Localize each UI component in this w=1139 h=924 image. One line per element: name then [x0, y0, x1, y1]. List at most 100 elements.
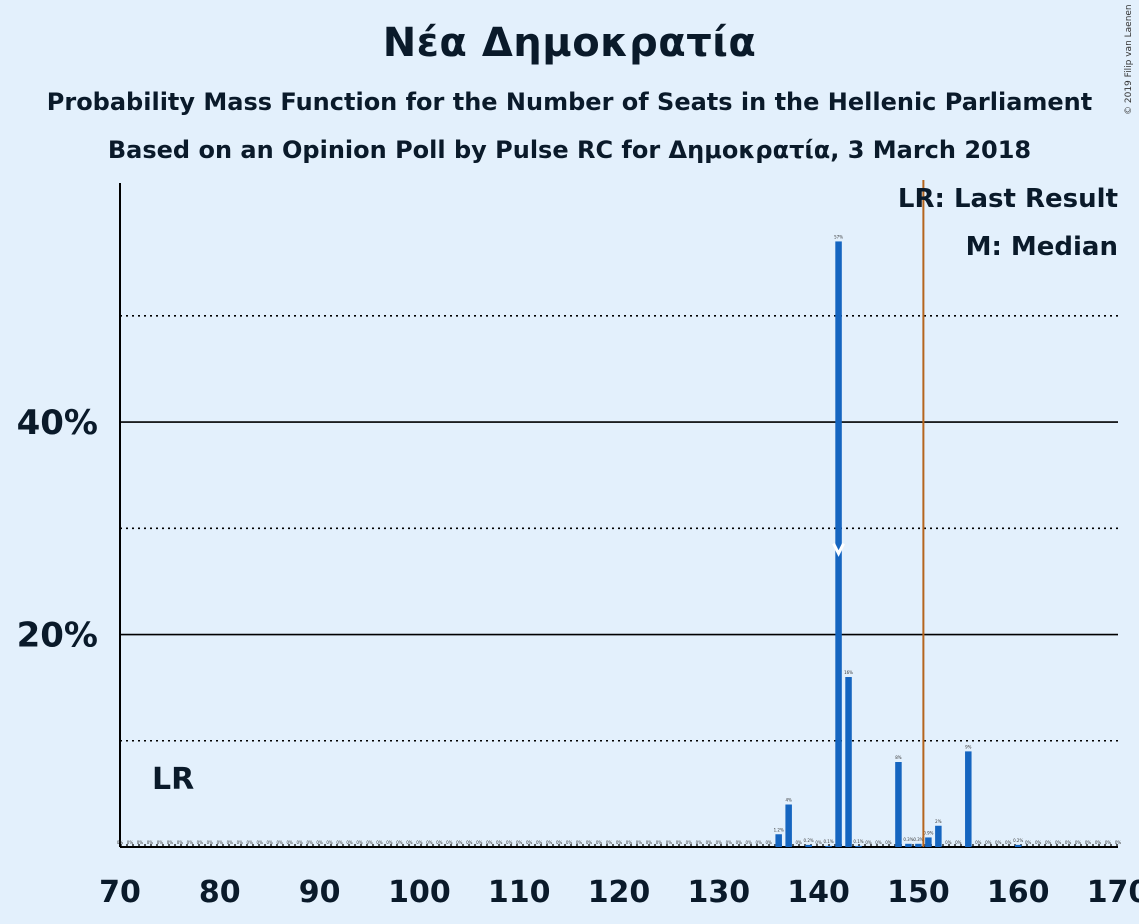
bar-value-label: 0.1% [823, 839, 833, 844]
bar-value-label: 0% [227, 840, 234, 845]
bar-value-label: 0% [436, 840, 443, 845]
bar-value-label: 0% [556, 840, 563, 845]
bar-value-label: 0% [995, 840, 1002, 845]
x-tick-label: 80 [199, 875, 241, 910]
bar-value-label: 0% [975, 840, 982, 845]
bar-value-label: 0.9% [923, 830, 933, 835]
legend-median: M: Median [965, 232, 1118, 262]
bar-value-label: 0% [257, 840, 264, 845]
bar-value-label: 0% [696, 840, 703, 845]
bar-value-label: 0% [496, 840, 503, 845]
y-tick-label: 40% [17, 403, 98, 443]
bar-value-label: 0% [456, 840, 463, 845]
bar-value-label: 0% [1025, 840, 1032, 845]
bar [835, 241, 842, 847]
bar [925, 837, 932, 847]
bar [785, 804, 792, 847]
bar-value-label: 0% [686, 840, 693, 845]
bar-value-label: 0% [127, 840, 134, 845]
bar-value-label: 0% [795, 840, 802, 845]
x-tick-label: 110 [488, 875, 551, 910]
x-tick-label: 160 [987, 875, 1050, 910]
bar-value-label: 57% [834, 234, 843, 239]
bar-value-label: 0% [706, 840, 713, 845]
bar [845, 677, 852, 847]
bar-value-label: 0.3% [903, 837, 913, 842]
bar-value-label: 0% [526, 840, 533, 845]
bar-value-label: 0% [1005, 840, 1012, 845]
bar-value-label: 0% [167, 840, 174, 845]
bar-value-label: 0% [955, 840, 962, 845]
bar-value-label: 0% [945, 840, 952, 845]
bar-value-label: 0% [1045, 840, 1052, 845]
bar-value-label: 0% [486, 840, 493, 845]
bar [905, 843, 912, 847]
x-tick-label: 70 [99, 875, 141, 910]
bar-value-label: 0% [277, 840, 284, 845]
x-tick-label: 140 [787, 875, 850, 910]
bar-value-label: 0% [636, 840, 643, 845]
bar-value-label: 0% [815, 840, 822, 845]
bar-value-label: 0% [736, 840, 743, 845]
bar-value-label: 0% [326, 840, 333, 845]
bar-value-label: 16% [844, 670, 853, 675]
bar-value-label: 0% [865, 840, 872, 845]
bar-value-label: 8% [895, 755, 902, 760]
bar-value-label: 0% [885, 840, 892, 845]
bar-value-label: 0% [466, 840, 473, 845]
bar-value-label: 0% [177, 840, 184, 845]
bar-value-label: 0% [576, 840, 583, 845]
bar-value-label: 0% [566, 840, 573, 845]
bar-value-label: 0% [676, 840, 683, 845]
bar-value-label: 0% [1065, 840, 1072, 845]
bar-value-label: 0% [197, 840, 204, 845]
bar-value-label: 0% [376, 840, 383, 845]
bar-value-label: 0% [187, 840, 194, 845]
bar-value-label: 0% [237, 840, 244, 845]
bar-value-label: 0% [766, 840, 773, 845]
bar [935, 825, 942, 847]
bar-value-label: 0% [267, 840, 274, 845]
bar-value-label: 0% [1105, 840, 1112, 845]
median-marker [832, 542, 845, 557]
bar-value-label: 0% [296, 840, 303, 845]
bar-value-label: 0% [217, 840, 224, 845]
bar [825, 845, 832, 847]
bar-value-label: 0% [446, 840, 453, 845]
bar [805, 844, 812, 847]
bar-value-label: 0% [426, 840, 433, 845]
bar-value-label: 0% [1115, 840, 1122, 845]
bar-value-label: 0% [546, 840, 553, 845]
bar-value-label: 0% [985, 840, 992, 845]
bar-value-label: 0% [596, 840, 603, 845]
bar-value-label: 0% [316, 840, 323, 845]
bar-value-label: 0% [536, 840, 543, 845]
bar-value-label: 0% [875, 840, 882, 845]
bar-value-label: 0% [336, 840, 343, 845]
bar-value-label: 0.3% [913, 837, 923, 842]
bar-value-label: 0% [616, 840, 623, 845]
bar [895, 762, 902, 847]
bar-value-label: 0% [396, 840, 403, 845]
bar-value-label: 0% [366, 840, 373, 845]
x-tick-label: 170 [1087, 875, 1139, 910]
bar-value-label: 1.2% [774, 827, 784, 832]
bar-value-label: 0% [346, 840, 353, 845]
bar-value-label: 0% [386, 840, 393, 845]
bar-value-label: 0% [356, 840, 363, 845]
bar-value-label: 0% [506, 840, 513, 845]
last-result-label: LR [152, 762, 194, 797]
bar-value-label: 0% [646, 840, 653, 845]
bar-value-label: 0% [147, 840, 154, 845]
bar-value-label: 0% [247, 840, 254, 845]
bar-value-label: 0% [1085, 840, 1092, 845]
bar-value-label: 0% [406, 840, 413, 845]
bar-value-label: 0% [666, 840, 673, 845]
bar-value-label: 0.2% [1013, 838, 1023, 843]
bar-value-label: 0% [1035, 840, 1042, 845]
x-tick-label: 120 [588, 875, 651, 910]
bar-value-label: 0% [306, 840, 313, 845]
bar-value-label: 0% [476, 840, 483, 845]
bar-value-label: 4% [785, 798, 792, 803]
